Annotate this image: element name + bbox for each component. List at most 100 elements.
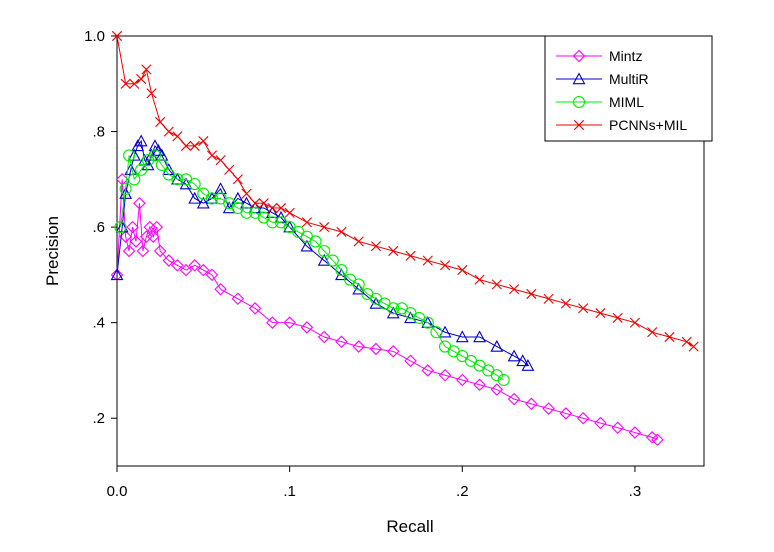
data-point-mintz: [456, 373, 469, 387]
data-point-pcnns-mil: [688, 341, 699, 352]
data-point-pcnns-mil: [612, 312, 623, 323]
data-point-multir: [521, 359, 535, 371]
data-point-mintz: [231, 292, 245, 306]
plot-frame: [116, 35, 705, 467]
data-point-miml: [119, 182, 132, 195]
data-point-mintz: [576, 411, 590, 425]
data-point-mintz: [490, 383, 504, 396]
data-point-miml: [148, 149, 162, 162]
legend-label: Mintz: [609, 48, 642, 64]
data-point-mintz: [542, 402, 555, 415]
data-point-miml: [123, 149, 136, 162]
data-point-mintz: [150, 220, 163, 234]
data-point-mintz: [300, 321, 314, 334]
legend-item-pcnns-mil: PCNNs+MIL: [556, 117, 687, 133]
data-point-mintz: [110, 268, 124, 282]
y-tick-label: .6: [92, 219, 105, 236]
x-tick-label: 0.0: [107, 483, 128, 500]
data-point-multir: [455, 330, 469, 343]
data-point-pcnns-mil: [120, 78, 131, 89]
legend-item-mintz: Mintz: [556, 48, 642, 64]
legend-box: [544, 35, 713, 142]
data-point-pcnns-mil: [129, 78, 140, 89]
data-point-multir: [127, 148, 141, 161]
data-point-pcnns-mil: [509, 284, 520, 295]
series-line-mintz: [116, 179, 658, 441]
data-point-mintz: [651, 433, 664, 447]
data-point-pcnns-mil: [111, 30, 123, 42]
data-point-pcnns-mil: [370, 241, 382, 252]
x-tick-label: .1: [283, 483, 296, 500]
data-point-pcnns-mil: [275, 202, 287, 214]
data-point-pcnns-mil: [647, 327, 658, 338]
data-point-multir: [155, 148, 169, 161]
y-tick-label: 1.0: [84, 28, 105, 45]
series-line-miml: [119, 154, 505, 381]
data-point-miml: [128, 173, 141, 186]
data-point-mintz: [525, 397, 538, 411]
legend-item-miml: MIML: [556, 94, 644, 110]
data-point-pcnns-mil: [301, 217, 312, 228]
data-point-miml: [430, 326, 443, 339]
data-point-mintz: [352, 340, 365, 353]
data-point-mintz: [473, 378, 486, 392]
data-point-pcnns-mil: [267, 202, 278, 214]
data-point-miml: [240, 206, 253, 219]
data-point-mintz: [162, 254, 176, 267]
data-point-pcnns-mil: [457, 265, 468, 276]
data-point-pcnns-mil: [491, 279, 502, 290]
data-point-miml: [326, 254, 339, 267]
data-point-pcnns-mil: [405, 250, 416, 261]
data-point-pcnns-mil: [336, 226, 347, 237]
data-point-mintz: [335, 335, 348, 349]
data-point-mintz: [594, 416, 607, 430]
data-point-mintz: [146, 230, 160, 243]
data-point-miml: [421, 316, 434, 329]
data-point-pcnns-mil: [206, 150, 218, 161]
data-point-miml: [318, 244, 331, 258]
legend-label: MultiR: [609, 71, 649, 87]
series-line-multir: [116, 139, 529, 367]
data-point-mintz: [283, 316, 296, 329]
data-point-pcnns-mil: [136, 73, 147, 85]
y-tick-label: .8: [92, 124, 105, 141]
data-point-pcnns-mil: [543, 293, 554, 304]
data-point-mintz: [421, 364, 435, 377]
data-point-multir: [300, 239, 314, 252]
data-point-pcnns-mil: [664, 331, 675, 343]
data-point-pcnns-mil: [560, 298, 571, 309]
series-miml: [114, 149, 510, 387]
data-point-miml: [309, 235, 322, 248]
x-tick-label: .2: [456, 483, 469, 500]
data-point-multir: [421, 316, 435, 328]
data-point-pcnns-mil: [146, 88, 157, 99]
data-point-multir: [188, 191, 202, 204]
data-point-multir: [516, 354, 530, 367]
data-point-mintz: [188, 259, 201, 272]
series-mintz: [110, 173, 664, 447]
x-axis-title: Recall: [386, 517, 433, 536]
data-point-mintz: [611, 421, 624, 435]
data-point-miml: [352, 278, 365, 291]
data-point-miml: [155, 158, 168, 172]
series-pcnns-mil: [111, 30, 699, 352]
data-point-pcnns-mil: [681, 336, 692, 347]
data-point-pcnns-mil: [388, 245, 399, 257]
data-point-pcnns-mil: [232, 174, 243, 185]
axis-ticks: 0.0 .1 .2 .3 .2 .4 .6 .8 1.0: [84, 28, 641, 500]
legend-marker: [572, 95, 586, 109]
data-point-mintz: [126, 220, 139, 234]
data-point-multir: [257, 201, 271, 214]
data-point-miml: [114, 221, 127, 234]
data-point-mintz: [386, 345, 400, 358]
legend-marker: [572, 72, 586, 85]
data-point-pcnns-mil: [474, 274, 485, 285]
data-point-mintz: [214, 282, 227, 296]
data-point-mintz: [205, 268, 219, 282]
data-point-pcnns-mil: [629, 317, 641, 328]
data-point-mintz: [248, 302, 262, 315]
data-point-pcnns-mil: [155, 116, 166, 128]
data-point-pcnns-mil: [180, 140, 192, 151]
data-point-miml: [205, 192, 219, 205]
legend-item-multir: MultiR: [556, 71, 649, 87]
